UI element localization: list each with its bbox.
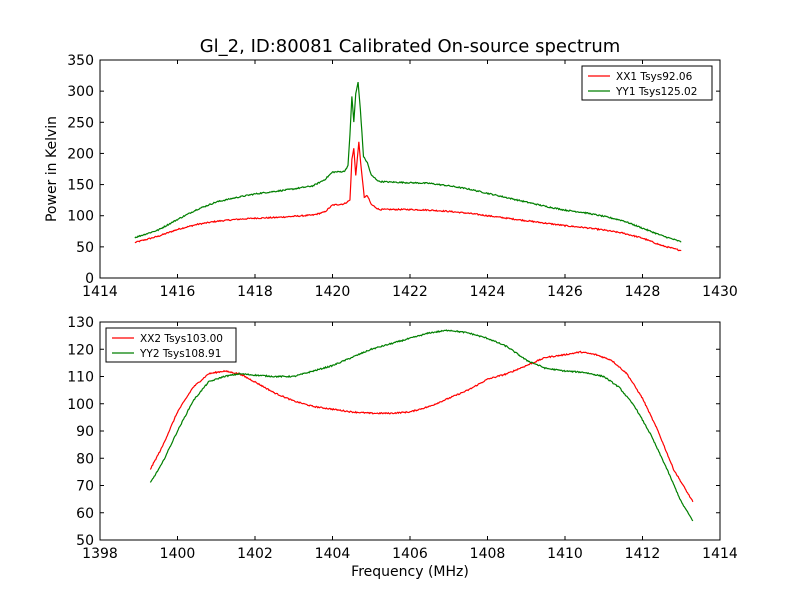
legend: XX1 Tsys92.06 YY1 Tsys125.02 bbox=[581, 65, 713, 101]
x-tick-label: 1430 bbox=[702, 284, 738, 300]
series-line-2 bbox=[149, 329, 694, 522]
legend-label: YY2 Tsys108.91 bbox=[139, 348, 221, 360]
x-tick-label: 1428 bbox=[625, 284, 661, 300]
series-line-1 bbox=[149, 350, 694, 503]
series-line-1 bbox=[134, 141, 682, 252]
legend: XX2 Tsys103.00 YY2 Tsys108.91 bbox=[105, 327, 237, 363]
legend-label: XX1 Tsys92.06 bbox=[616, 71, 693, 83]
y-axis-label-top: Power in Kelvin bbox=[44, 116, 60, 222]
y-tick-label: 300 bbox=[67, 84, 94, 100]
x-tick-label: 1410 bbox=[547, 546, 583, 562]
y-tick-label: 110 bbox=[67, 370, 94, 386]
x-tick-label: 1418 bbox=[237, 284, 273, 300]
y-tick-label: 200 bbox=[67, 146, 94, 162]
y-tick-label: 70 bbox=[76, 479, 94, 495]
y-tick-label: 0 bbox=[85, 271, 94, 287]
x-tick-label: 1402 bbox=[237, 546, 273, 562]
legend-label: YY1 Tsys125.02 bbox=[615, 86, 697, 98]
chart-title: Gl_2, ID:80081 Calibrated On-source spec… bbox=[200, 36, 621, 57]
y-tick-label: 100 bbox=[67, 397, 94, 413]
y-tick-label: 60 bbox=[76, 506, 94, 522]
x-tick-label: 1400 bbox=[160, 546, 196, 562]
y-tick-label: 90 bbox=[76, 424, 94, 440]
x-tick-label: 1412 bbox=[625, 546, 661, 562]
y-tick-label: 120 bbox=[67, 342, 94, 358]
x-tick-label: 1406 bbox=[392, 546, 428, 562]
y-tick-label: 250 bbox=[67, 115, 94, 131]
x-tick-label: 1398 bbox=[82, 546, 118, 562]
x-tick-label: 1404 bbox=[315, 546, 351, 562]
y-tick-label: 50 bbox=[76, 240, 94, 256]
y-tick-label: 150 bbox=[67, 178, 94, 194]
y-tick-label: 50 bbox=[76, 533, 94, 549]
x-tick-label: 1408 bbox=[470, 546, 506, 562]
y-tick-label: 100 bbox=[67, 209, 94, 225]
bottom-plot: 1398 1400 1402 1404 1406 1408 1410 1412 1414 50 60… bbox=[67, 315, 738, 562]
top-plot: 1414 1416 1418 1420 1422 1424 1426 1428 1430 0 50 1… bbox=[67, 53, 738, 300]
series-line-2 bbox=[134, 81, 682, 243]
x-tick-label: 1426 bbox=[547, 284, 583, 300]
x-tick-label: 1420 bbox=[315, 284, 351, 300]
x-tick-label: 1422 bbox=[392, 284, 428, 300]
x-tick-label: 1416 bbox=[160, 284, 196, 300]
y-tick-label: 80 bbox=[76, 451, 94, 467]
y-tick-label: 350 bbox=[67, 53, 94, 69]
x-axis-label: Frequency (MHz) bbox=[351, 564, 469, 580]
legend-label: XX2 Tsys103.00 bbox=[140, 333, 223, 345]
x-tick-label: 1424 bbox=[470, 284, 506, 300]
x-tick-label: 1414 bbox=[702, 546, 738, 562]
y-tick-label: 130 bbox=[67, 315, 94, 331]
x-tick-label: 1414 bbox=[82, 284, 118, 300]
